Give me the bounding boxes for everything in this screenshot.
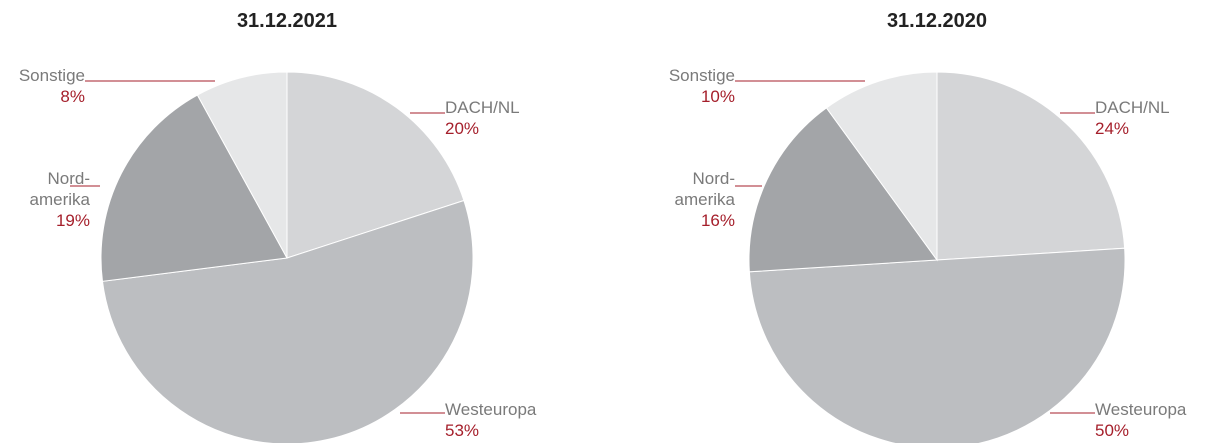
category-name: Sonstige [18, 66, 85, 85]
slice-label: Nord- amerika 16% [600, 168, 735, 231]
pie-slice [286, 71, 465, 259]
category-name: Nord- amerika [674, 169, 735, 209]
percent-label: 19% [55, 211, 90, 230]
percent-label: 24% [1095, 119, 1130, 138]
pie-slice [748, 247, 1126, 443]
chart-title: 31.12.2021 [236, 10, 338, 32]
pie-slice [748, 107, 938, 273]
percent-label: 8% [60, 87, 85, 106]
slice-label: DACH/NL 20% [445, 97, 520, 139]
category-name: DACH/NL [1095, 98, 1170, 117]
slice-label: Sonstige 10% [600, 65, 735, 107]
pie-slice [100, 94, 288, 282]
category-name: Sonstige [668, 66, 735, 85]
slice-label: Nord- amerika 19% [0, 168, 90, 231]
category-name: Westeuropa [445, 400, 537, 419]
chart-title: 31.12.2020 [886, 10, 988, 32]
pie-slice [196, 71, 288, 259]
pie-slice [101, 199, 474, 443]
slice-label: Westeuropa 50% [1095, 399, 1186, 441]
percent-label: 16% [700, 211, 735, 230]
category-name: Westeuropa [1095, 400, 1187, 419]
percent-label: 50% [1095, 421, 1130, 440]
percent-label: 20% [445, 119, 480, 138]
slice-label: Sonstige 8% [0, 65, 85, 107]
pie-slice [825, 71, 938, 262]
slice-label: Westeuropa 53% [445, 399, 536, 441]
category-name: DACH/NL [445, 98, 520, 117]
slice-label: DACH/NL 24% [1095, 97, 1170, 139]
pie-slice [936, 71, 1126, 261]
percent-label: 10% [700, 87, 735, 106]
percent-label: 53% [445, 421, 480, 440]
category-name: Nord- amerika [29, 169, 90, 209]
